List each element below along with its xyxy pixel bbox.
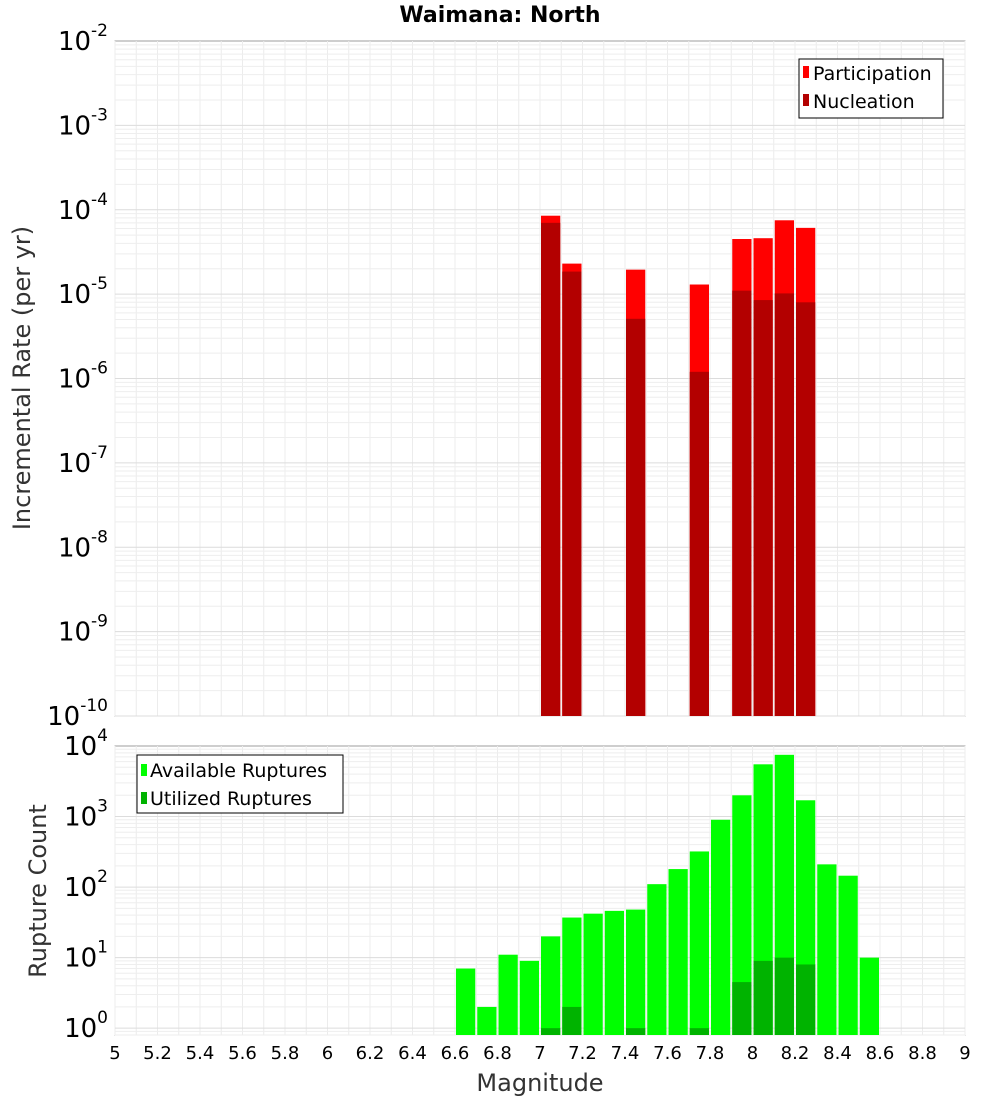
bottom-bar-utilized-ruptures	[753, 960, 773, 1035]
legend-swatch-utilized	[141, 792, 147, 804]
bottom-bar-available-ruptures	[604, 910, 624, 1035]
top-bar-nucleation	[562, 271, 582, 716]
top-legend: Participation Nucleation	[798, 58, 944, 119]
bottom-bar-available-ruptures	[817, 864, 837, 1035]
bottom-bar-available-ruptures	[583, 913, 603, 1035]
x-tick-label: 9	[959, 1043, 970, 1064]
x-tick-label: 6.4	[398, 1043, 427, 1064]
bottom-bar-utilized-ruptures	[541, 1028, 561, 1035]
x-tick-label: 8	[747, 1043, 758, 1064]
x-tick-label: 5.4	[186, 1043, 215, 1064]
top-y-tick-label: 10-5	[58, 274, 108, 310]
bottom-bar-utilized-ruptures	[796, 964, 816, 1035]
x-tick-label: 8.2	[781, 1043, 810, 1064]
x-tick-label: 8.8	[908, 1043, 937, 1064]
x-tick-label: 5.6	[228, 1043, 257, 1064]
bottom-bar-available-ruptures	[838, 875, 858, 1035]
bottom-bar-utilized-ruptures	[689, 1028, 709, 1035]
bottom-legend: Available Ruptures Utilized Ruptures	[136, 754, 344, 814]
x-tick-label: 7.4	[611, 1043, 640, 1064]
bottom-bar-available-ruptures	[711, 819, 731, 1035]
top-legend-box	[798, 58, 944, 119]
x-tick-label: 5	[109, 1043, 120, 1064]
top-grid	[114, 41, 966, 717]
bottom-bar-utilized-ruptures	[562, 1006, 582, 1035]
bottom-bar-available-ruptures	[626, 909, 646, 1035]
legend-label-participation: Participation	[813, 63, 932, 85]
bottom-legend-box	[136, 754, 344, 814]
top-y-tick-label: 10-2	[58, 21, 108, 57]
bottom-y-tick-label: 101	[64, 938, 108, 974]
top-bar-nucleation	[753, 300, 773, 716]
bottom-bar-utilized-ruptures	[774, 957, 794, 1035]
chart-title: Waimana: North	[399, 3, 600, 28]
x-ticks: 5 5.2 5.4 5.6 5.8 6 6.2 6.4 6.6 6.8 7 7.2 7.4 7.6 7.8 8…	[109, 1043, 970, 1064]
top-y-tick-label: 10-3	[58, 105, 108, 141]
top-bar-nucleation	[796, 302, 816, 716]
x-tick-label: 7.6	[653, 1043, 682, 1064]
bottom-y-tick-label: 100	[64, 1008, 108, 1044]
bottom-y-tick-label: 102	[64, 867, 108, 903]
top-y-tick-label: 10-9	[58, 612, 108, 648]
top-y-tick-label: 10-6	[58, 359, 108, 395]
bottom-bar-available-ruptures	[647, 884, 667, 1035]
bottom-bar-available-ruptures	[519, 960, 539, 1035]
bottom-bar-available-ruptures	[689, 851, 709, 1035]
top-y-tick-label: 10-10	[47, 696, 108, 732]
bottom-y-axis-label: Rupture Count	[24, 804, 52, 978]
bottom-bars	[456, 754, 879, 1035]
x-tick-label: 6.8	[483, 1043, 512, 1064]
x-tick-label: 5.2	[143, 1043, 172, 1064]
top-bar-nucleation	[689, 371, 709, 716]
legend-swatch-participation	[803, 66, 809, 78]
top-y-axis-label: Incremental Rate (per yr)	[8, 226, 36, 530]
bottom-y-ticks: 100 101 102 103 104	[64, 726, 108, 1044]
bottom-bar-available-ruptures	[732, 795, 752, 1035]
top-bar-nucleation	[774, 293, 794, 716]
bottom-bar-available-ruptures	[668, 869, 688, 1035]
bottom-bar-available-ruptures	[477, 1006, 497, 1035]
bottom-y-tick-label: 103	[64, 797, 108, 833]
top-bar-nucleation	[626, 318, 646, 716]
x-tick-label: 8.6	[866, 1043, 895, 1064]
bottom-y-tick-label: 104	[64, 726, 108, 762]
x-tick-label: 6.6	[441, 1043, 470, 1064]
legend-label-utilized: Utilized Ruptures	[150, 788, 312, 810]
top-bar-nucleation	[732, 290, 752, 716]
bottom-bar-available-ruptures	[562, 917, 582, 1035]
bottom-bar-available-ruptures	[541, 936, 561, 1035]
top-bars	[541, 215, 816, 717]
bottom-bar-available-ruptures	[498, 954, 518, 1035]
x-tick-label: 6.2	[356, 1043, 385, 1064]
top-y-tick-label: 10-7	[58, 443, 108, 479]
x-tick-label: 7.2	[568, 1043, 597, 1064]
x-tick-label: 6	[322, 1043, 333, 1064]
top-y-tick-label: 10-8	[58, 527, 108, 563]
x-tick-label: 5.8	[271, 1043, 300, 1064]
x-tick-label: 7.8	[696, 1043, 725, 1064]
bottom-bar-utilized-ruptures	[626, 1028, 646, 1035]
bottom-bar-utilized-ruptures	[732, 982, 752, 1035]
bottom-bar-available-ruptures	[859, 957, 879, 1035]
top-bar-nucleation	[541, 222, 561, 716]
x-tick-label: 7	[534, 1043, 545, 1064]
legend-swatch-nucleation	[803, 94, 809, 106]
bottom-bar-available-ruptures	[456, 968, 476, 1035]
x-tick-label: 8.4	[823, 1043, 852, 1064]
top-y-tick-label: 10-4	[58, 190, 108, 226]
legend-swatch-available	[141, 764, 147, 776]
legend-label-available: Available Ruptures	[150, 760, 327, 782]
top-y-ticks: 10-10 10-9 10-8 10-7 10-6 10-5 10-4 10-3 10-2	[47, 21, 108, 732]
legend-label-nucleation: Nucleation	[813, 91, 915, 113]
x-axis-label: Magnitude	[476, 1069, 603, 1097]
